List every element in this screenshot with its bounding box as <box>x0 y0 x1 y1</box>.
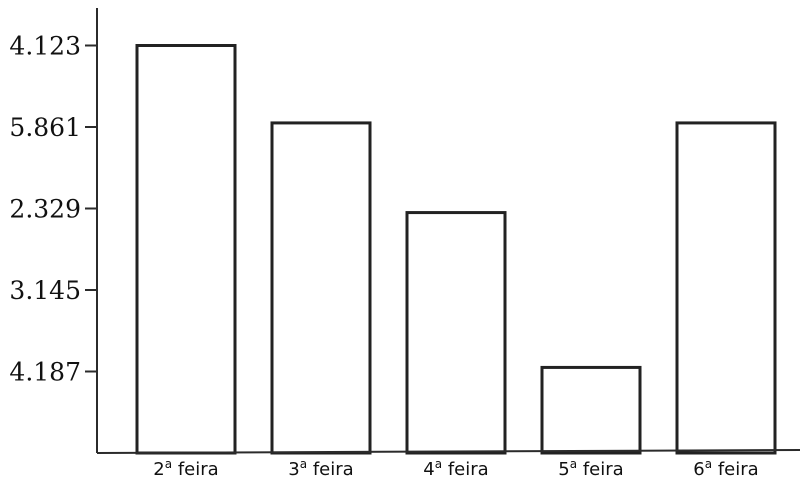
x-tick-label: 6a feira <box>693 457 758 480</box>
bar-4a-feira <box>405 211 507 455</box>
y-tick-label: 5.861 <box>9 113 81 142</box>
y-tick-label: 4.123 <box>9 32 81 61</box>
x-tick-label: 2a feira <box>153 457 218 480</box>
y-tick-label: 3.145 <box>9 276 81 305</box>
y-tick-label: 2.329 <box>9 195 81 224</box>
bar-2a-feira <box>135 44 237 455</box>
x-axis-ticks: 2a feira 3a feira 4a feira 5a feira 6a feira <box>153 457 758 480</box>
y-axis-ticks: 4.123 5.861 2.329 3.145 4.187 <box>9 32 97 387</box>
x-tick-label: 5a feira <box>558 457 623 480</box>
bar-6a-feira <box>675 121 777 455</box>
x-tick-label: 4a feira <box>423 457 488 480</box>
bar-5a-feira <box>540 365 642 455</box>
bars-group <box>135 44 777 455</box>
x-axis-line <box>96 449 801 454</box>
y-tick-label: 4.187 <box>9 358 81 387</box>
x-tick-label: 3a feira <box>288 457 353 480</box>
bar-3a-feira <box>270 121 372 455</box>
